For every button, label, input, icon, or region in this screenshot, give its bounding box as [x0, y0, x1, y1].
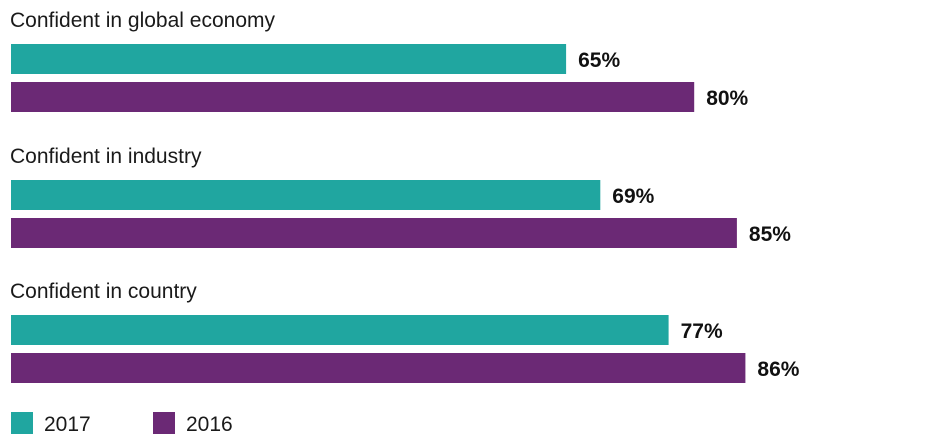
- legend-item: 2016: [153, 412, 233, 436]
- bar-2017: [11, 315, 669, 345]
- data-label: 80%: [706, 87, 748, 110]
- legend-item: 2017: [11, 412, 91, 436]
- data-label: 77%: [681, 320, 723, 343]
- legend-label: 2016: [186, 413, 233, 436]
- category-group: Confident in country 77% 86%: [10, 280, 800, 383]
- bar-2016: [11, 218, 737, 248]
- category-label: Confident in global economy: [10, 9, 276, 32]
- legend: 2017 2016: [11, 412, 233, 436]
- category-label: Confident in country: [10, 280, 197, 303]
- data-label: 86%: [757, 358, 799, 381]
- data-label: 65%: [578, 49, 620, 72]
- category-group: Confident in global economy 65% 80%: [10, 9, 749, 112]
- legend-label: 2017: [44, 413, 91, 436]
- bar-2017: [11, 180, 601, 210]
- category-label: Confident in industry: [10, 145, 202, 168]
- data-label: 85%: [749, 223, 791, 246]
- legend-swatch: [153, 412, 175, 434]
- category-group: Confident in industry 69% 85%: [10, 145, 791, 248]
- bar-2016: [11, 353, 746, 383]
- bar-2017: [11, 44, 567, 74]
- data-label: 69%: [612, 185, 654, 208]
- legend-swatch: [11, 412, 33, 434]
- bar-2016: [11, 82, 695, 112]
